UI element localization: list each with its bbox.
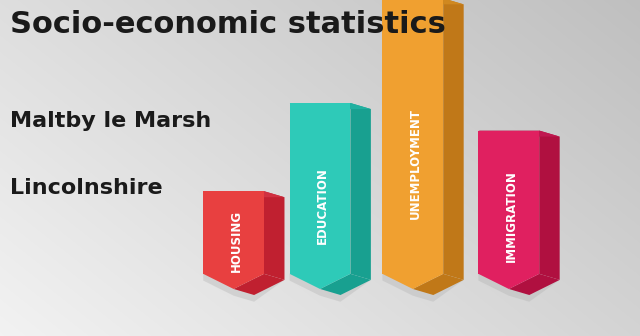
Text: EDUCATION: EDUCATION (316, 167, 329, 244)
Text: Socio-economic statistics: Socio-economic statistics (10, 10, 445, 39)
Polygon shape (479, 274, 560, 302)
Polygon shape (509, 274, 560, 295)
Text: UNEMPLOYMENT: UNEMPLOYMENT (409, 108, 422, 219)
Polygon shape (204, 274, 264, 289)
Polygon shape (290, 274, 351, 289)
Polygon shape (413, 274, 463, 295)
Text: Maltby le Marsh: Maltby le Marsh (10, 111, 211, 131)
Polygon shape (204, 274, 285, 302)
Polygon shape (290, 274, 371, 302)
Polygon shape (479, 131, 540, 274)
Polygon shape (540, 131, 560, 280)
Polygon shape (383, 0, 443, 274)
Polygon shape (290, 103, 351, 274)
Polygon shape (204, 191, 264, 274)
Polygon shape (383, 274, 443, 289)
Polygon shape (351, 103, 371, 280)
Polygon shape (479, 131, 560, 137)
Polygon shape (264, 191, 285, 280)
Polygon shape (383, 0, 463, 4)
Polygon shape (443, 0, 463, 280)
Text: IMMIGRATION: IMMIGRATION (505, 171, 518, 262)
Polygon shape (479, 274, 540, 289)
Polygon shape (383, 274, 463, 302)
Polygon shape (204, 191, 285, 197)
Polygon shape (234, 274, 285, 295)
Text: HOUSING: HOUSING (230, 210, 243, 272)
Polygon shape (290, 103, 371, 109)
Text: Lincolnshire: Lincolnshire (10, 178, 162, 198)
Polygon shape (320, 274, 371, 295)
